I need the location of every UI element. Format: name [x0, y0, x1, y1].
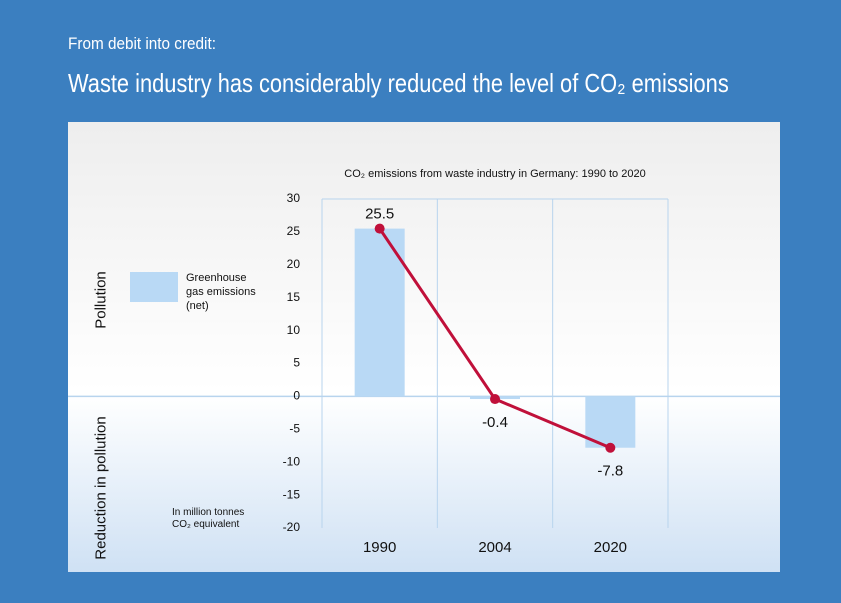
data-label: 25.5 — [365, 206, 394, 223]
y-tick-label: 10 — [287, 323, 301, 337]
point — [490, 394, 500, 405]
y-tick-label: 5 — [293, 356, 300, 370]
legend-swatch — [130, 272, 178, 302]
y-tick-label: 15 — [287, 290, 301, 304]
unit-note: In million tonnes CO₂ equivalent — [172, 507, 245, 530]
y-tick-label: -10 — [283, 454, 301, 468]
point — [605, 442, 616, 453]
data-label: -7.8 — [597, 463, 623, 480]
chart-title: CO₂ emissions from waste industry in Ger… — [344, 168, 645, 180]
y-tick-label: -15 — [283, 487, 301, 501]
x-tick-label: 2004 — [478, 539, 511, 556]
kicker: From debit into credit: — [68, 34, 216, 53]
title: Waste industry has considerably reduced … — [68, 68, 729, 98]
y-tick-label: 25 — [287, 224, 301, 238]
region-label: Reduction in pollution — [92, 416, 110, 560]
y-tick-label: -5 — [289, 421, 300, 435]
data-label: -0.4 — [482, 414, 508, 431]
bar — [354, 228, 405, 397]
y-tick-label: -20 — [283, 520, 301, 534]
x-tick-label: 2020 — [594, 539, 627, 556]
x-tick-label: 1990 — [363, 539, 396, 556]
y-tick-label: 0 — [293, 389, 300, 403]
y-tick-label: 20 — [287, 257, 301, 271]
point — [374, 223, 385, 234]
reduction-zone — [68, 396, 780, 572]
region-label: Pollution — [92, 271, 110, 329]
y-tick-label: 30 — [287, 191, 301, 205]
legend-label: Greenhouse gas emissions (net) — [186, 272, 256, 312]
